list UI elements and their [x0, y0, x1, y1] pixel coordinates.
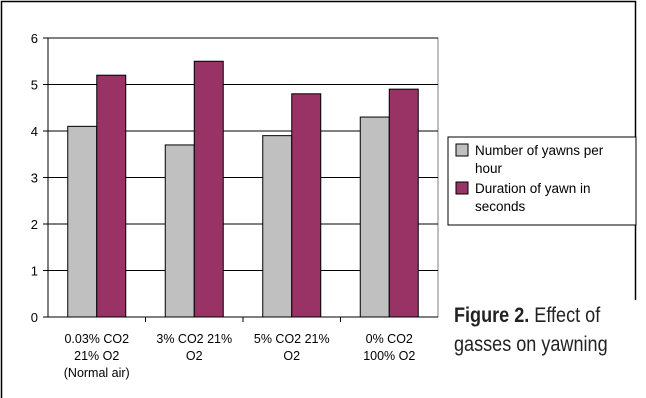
legend: Number of yawns per hour Duration of yawn …: [447, 136, 637, 226]
bar: [291, 93, 322, 318]
legend-label: seconds: [475, 199, 526, 214]
x-tick-label: 0% CO2: [366, 332, 413, 346]
x-tick-label: O2: [186, 349, 203, 363]
legend-swatch: [455, 143, 469, 157]
bar: [164, 144, 195, 318]
bar: [96, 74, 127, 318]
y-tick-label: 5: [31, 78, 38, 93]
bar: [262, 135, 293, 318]
x-tick-label: 5% CO2 21%: [254, 332, 330, 346]
y-tick-label: 2: [31, 217, 38, 232]
x-tick-label: O2: [283, 349, 300, 363]
bar: [67, 125, 98, 318]
x-tick-label: 3% CO2 21%: [156, 332, 232, 346]
y-tick-label: 3: [31, 171, 38, 186]
caption-label: Figure 2.: [454, 304, 530, 327]
x-tick-label: 100% O2: [363, 349, 415, 363]
caption-line-2: gasses on yawning: [454, 333, 608, 356]
y-tick-label: 6: [31, 31, 38, 46]
bar: [388, 88, 419, 318]
bar: [193, 60, 224, 318]
legend-box: [447, 136, 637, 226]
y-tick-label: 4: [31, 124, 38, 139]
figure-caption: Figure 2. Effect of gasses on yawning: [440, 300, 646, 398]
caption-line-1-text: Effect of: [529, 304, 601, 327]
x-tick-label: 21% O2: [74, 349, 119, 363]
x-tick-label: 0.03% CO2: [64, 332, 129, 346]
bar: [359, 116, 390, 318]
y-tick-label: 0: [31, 310, 38, 325]
y-tick-label: 1: [31, 264, 38, 279]
legend-label: Number of yawns per: [475, 143, 604, 158]
caption-line-1: Figure 2. Effect of: [454, 304, 600, 328]
legend-label: Duration of yawn in: [475, 181, 591, 196]
x-tick-label: (Normal air): [64, 366, 130, 380]
plot-area: 0 1 2 3 4 5 6 0.03% CO2 21% O2 (Normal air) 3% CO2…: [31, 31, 439, 380]
legend-swatch: [455, 181, 469, 195]
legend-label: hour: [475, 161, 503, 176]
